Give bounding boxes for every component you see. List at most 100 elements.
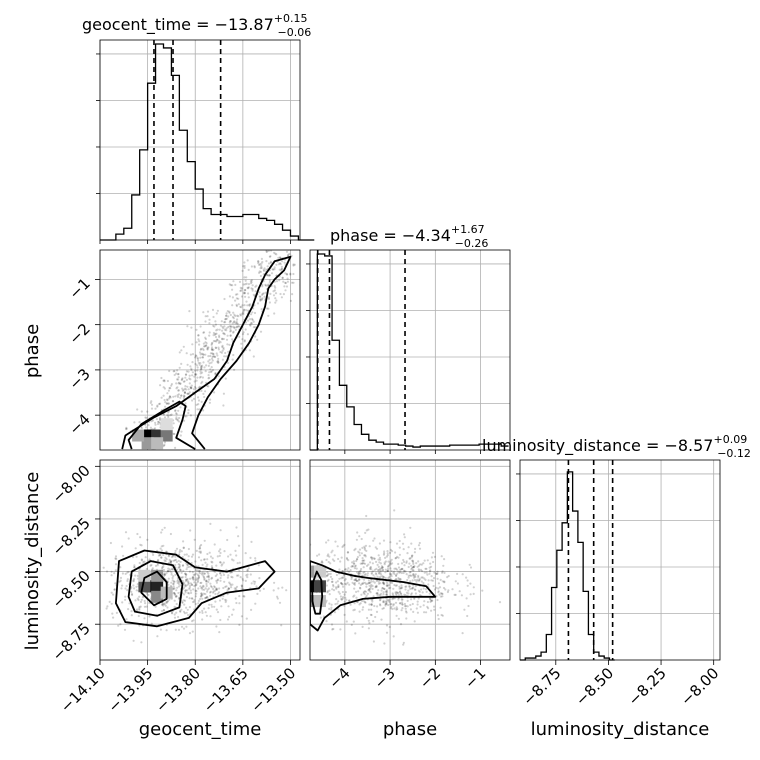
scatter-point: [194, 595, 197, 598]
scatter-point: [273, 312, 276, 315]
scatter-point: [174, 558, 178, 562]
scatter-point: [200, 365, 203, 368]
scatter-point: [197, 403, 200, 406]
scatter-point: [436, 572, 439, 575]
scatter-point: [203, 578, 206, 581]
scatter-point: [135, 555, 138, 558]
scatter-point: [183, 391, 187, 395]
scatter-point: [258, 270, 261, 273]
scatter-point: [142, 561, 145, 564]
scatter-point: [83, 593, 85, 595]
scatter-point: [163, 573, 166, 576]
scatter-point: [340, 598, 343, 601]
scatter-point: [156, 404, 159, 407]
scatter-point: [338, 577, 341, 580]
scatter-point: [246, 573, 249, 576]
scatter-point: [223, 325, 226, 328]
scatter-point: [169, 560, 172, 563]
scatter-point: [276, 597, 279, 600]
scatter-point: [372, 539, 375, 542]
scatter-point: [196, 366, 199, 369]
scatter-point: [226, 343, 229, 346]
scatter-point: [316, 554, 319, 557]
scatter-point: [292, 263, 295, 266]
scatter-point: [215, 332, 218, 335]
scatter-point: [170, 573, 173, 576]
scatter-point: [163, 572, 166, 575]
scatter-point: [397, 578, 401, 581]
scatter-point: [364, 590, 368, 593]
scatter-point: [169, 387, 172, 390]
scatter-point: [430, 599, 433, 602]
scatter-point: [389, 581, 392, 584]
scatter-point: [177, 566, 180, 569]
scatter-point: [221, 344, 224, 347]
scatter-point: [190, 387, 193, 390]
scatter-point: [186, 613, 190, 617]
scatter-point: [219, 561, 222, 564]
scatter-point: [278, 247, 280, 249]
contour-1: [127, 560, 184, 617]
scatter-point: [176, 394, 179, 397]
scatter-point: [201, 588, 204, 591]
scatter-point: [387, 560, 390, 563]
scatter-point: [165, 572, 168, 575]
title-geocent-time-minus: −0.06: [278, 26, 312, 39]
scatter-point: [461, 573, 464, 576]
scatter-point: [396, 591, 399, 594]
scatter-point: [432, 560, 435, 564]
scatter-point: [344, 568, 347, 571]
scatter-point: [208, 603, 211, 606]
scatter-point: [177, 585, 180, 588]
scatter-point: [420, 588, 423, 591]
scatter-point: [169, 396, 172, 399]
scatter-point: [355, 538, 358, 541]
title-luminosity-distance-plus: +0.09: [713, 433, 747, 446]
scatter-point: [365, 549, 368, 553]
title-phase-plus: +1.67: [451, 223, 485, 236]
scatter-point: [399, 602, 402, 605]
scatter-point: [343, 613, 346, 617]
scatter-point: [207, 587, 210, 590]
scatter-point: [229, 327, 232, 330]
scatter-point: [373, 557, 376, 560]
scatter-point: [367, 608, 370, 611]
scatter-point: [363, 578, 366, 581]
scatter-point: [218, 334, 221, 337]
scatter-point: [374, 585, 377, 588]
scatter-point: [212, 348, 215, 351]
scatter-point: [174, 409, 177, 412]
scatter-point: [366, 574, 369, 577]
scatter-point: [249, 280, 252, 283]
scatter-point: [205, 584, 208, 588]
scatter-point: [125, 428, 128, 431]
scatter-point: [355, 567, 358, 570]
scatter-point: [472, 586, 475, 589]
scatter-point: [178, 351, 181, 354]
scatter-point: [417, 574, 420, 578]
scatter-point: [367, 579, 370, 582]
scatter-point: [184, 589, 187, 592]
scatter-point: [425, 611, 428, 614]
scatter-point: [196, 376, 199, 379]
scatter-point: [277, 587, 280, 590]
panel-background: [310, 460, 510, 660]
scatter-point: [338, 592, 341, 595]
scatter-point: [418, 547, 422, 550]
scatter-point: [232, 331, 235, 334]
scatter-point: [406, 599, 409, 603]
scatter-point: [399, 570, 402, 574]
scatter-point: [372, 620, 375, 623]
scatter-point: [132, 639, 135, 642]
scatter-point: [358, 551, 361, 554]
scatter-point: [418, 594, 422, 597]
scatter-point: [414, 585, 417, 588]
scatter-point: [228, 283, 231, 286]
scatter-point: [167, 583, 170, 586]
scatter-point: [83, 605, 85, 607]
scatter-point: [365, 564, 369, 568]
scatter-point: [209, 352, 212, 355]
scatter-point: [367, 582, 370, 585]
scatter-point: [381, 566, 384, 569]
scatter-point: [366, 616, 369, 620]
